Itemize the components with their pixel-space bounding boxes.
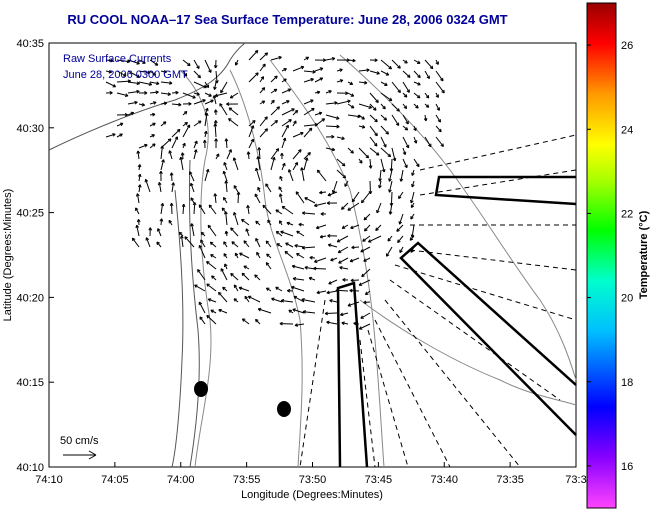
annotation-currents-label: Raw Surface Currents (63, 53, 172, 65)
map-frame (48, 42, 577, 468)
y-tick-label: 40:15 (16, 377, 44, 389)
station-marker-1 (194, 381, 208, 397)
colorbar-tick-label: 20 (621, 293, 633, 305)
x-tick-label: 73:55 (233, 474, 261, 486)
colorbar-tick-label: 26 (621, 40, 633, 52)
beam-wedges (336, 175, 577, 468)
map-title: RU COOL NOAA–17 Sea Surface Temperature:… (67, 12, 508, 27)
y-axis-label: Latitude (Degrees:Minutes) (2, 189, 14, 322)
x-axis-label: Longitude (Degrees:Minutes) (241, 489, 383, 501)
station-marker-2 (277, 401, 291, 417)
annotation-currents-time: June 28, 2006 0300 GMT (63, 69, 188, 81)
colorbar-tick-label: 16 (621, 461, 633, 473)
y-tick-label: 40:25 (16, 208, 44, 220)
scale-arrow (63, 450, 97, 460)
y-tick-label: 40:10 (16, 462, 44, 474)
x-tick-labels: 74:10 74:05 74:00 73:55 73:50 73:45 73:40 73:35… (35, 474, 586, 486)
colorbar-label: Temperature (°C) (638, 210, 650, 299)
scale-label: 50 cm/s (60, 435, 99, 447)
radial-lines (299, 134, 577, 468)
x-tick-label: 74:10 (35, 474, 63, 486)
x-tick-label: 73:45 (365, 474, 393, 486)
x-tick-label: 74:00 (167, 474, 195, 486)
y-tick-label: 40:30 (16, 123, 44, 135)
colorbar-tick-label: 24 (621, 124, 633, 136)
colorbar (586, 2, 617, 509)
x-tick-label: 73:35 (496, 474, 524, 486)
colorbar-tick-label: 18 (621, 377, 633, 389)
x-tick-label: 74:05 (101, 474, 129, 486)
x-tick-label: 73:3 (565, 474, 586, 486)
x-tick-label: 73:40 (430, 474, 458, 486)
y-tick-label: 40:20 (16, 292, 44, 304)
coastline (48, 42, 246, 468)
y-tick-label: 40:35 (16, 38, 44, 50)
current-vectors (105, 50, 445, 330)
colorbar-tick-label: 22 (621, 208, 633, 220)
x-tick-label: 73:50 (299, 474, 327, 486)
y-tick-labels: 40:35 40:30 40:25 40:20 40:15 40:10 (16, 38, 44, 474)
colorbar-ticks: 26 24 22 20 18 16 (587, 40, 633, 473)
tick-marks (48, 42, 577, 468)
